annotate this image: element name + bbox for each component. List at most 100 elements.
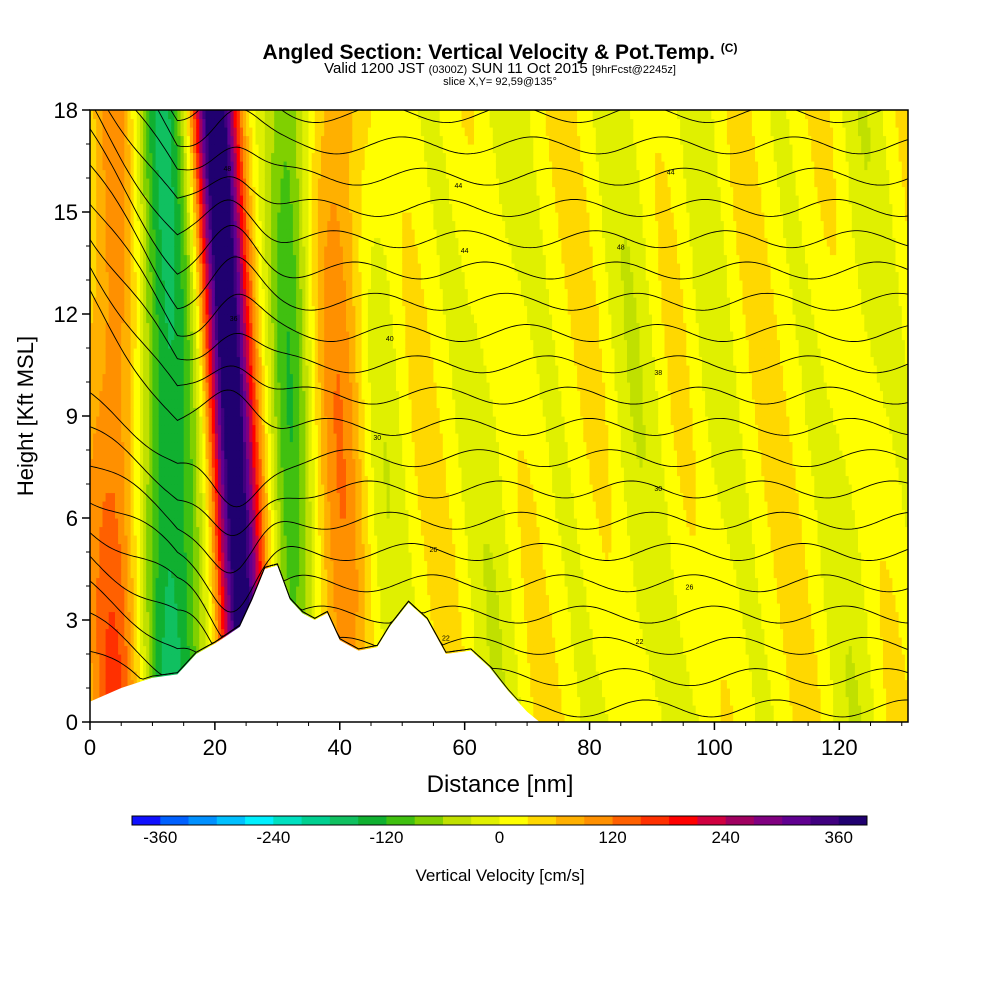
velocity-cell [96,271,100,281]
velocity-cell [236,118,241,128]
velocity-cell [193,475,197,485]
velocity-cell [136,263,141,273]
velocity-cell [236,492,241,502]
velocity-cell [133,271,138,281]
velocity-cell [90,509,94,519]
velocity-cell [140,356,144,366]
velocity-cell [133,526,138,536]
velocity-cell [161,356,166,366]
velocity-cell [155,399,160,409]
velocity-cell [152,433,157,443]
velocity-cell [133,203,138,213]
velocity-cell [143,339,147,349]
velocity-cell [127,373,132,383]
velocity-cell [96,543,100,553]
velocity-cell [193,212,197,222]
velocity-cell [180,220,185,230]
velocity-cell [93,203,97,213]
velocity-cell [105,118,110,128]
velocity-cell [105,458,110,468]
velocity-cell [90,467,94,477]
velocity-cell [158,441,163,451]
velocity-cell [236,577,241,587]
velocity-cell [127,416,132,426]
velocity-cell [111,288,116,298]
velocity-cell [111,356,116,366]
velocity-cell [193,237,197,247]
velocity-cell [136,356,141,366]
velocity-cell [124,637,128,647]
velocity-cell [208,620,213,630]
velocity-cell [99,628,104,638]
velocity-cell [292,552,297,562]
velocity-cell [130,560,135,570]
velocity-cell [96,314,100,324]
velocity-cell [108,356,113,366]
velocity-cell [155,628,160,638]
velocity-cell [146,280,150,290]
velocity-cell [292,475,297,485]
velocity-cell [111,628,116,638]
velocity-cell [146,399,150,409]
velocity-cell [130,458,135,468]
velocity-cell [221,424,225,434]
velocity-cell [249,416,253,426]
velocity-cell [292,203,297,213]
velocity-cell [180,229,185,239]
velocity-cell [115,569,119,579]
velocity-cell [146,645,150,655]
velocity-cell [152,628,157,638]
velocity-cell [105,246,110,256]
velocity-cell [127,603,132,613]
velocity-cell [102,246,107,256]
velocity-cell [93,348,97,358]
velocity-cell [102,127,107,137]
velocity-cell [90,518,94,528]
velocity-cell [155,433,160,443]
velocity-cell [93,518,97,528]
chart-title-main: Angled Section: Vertical Velocity & Pot.… [262,41,715,64]
velocity-cell [180,475,185,485]
velocity-cell [115,254,119,264]
velocity-cell [158,288,163,298]
velocity-cell [118,399,122,409]
velocity-cell [136,237,141,247]
velocity-cell [208,195,213,205]
velocity-cell [111,475,116,485]
velocity-cell [105,688,110,698]
velocity-cell [133,237,138,247]
velocity-cell [292,152,297,162]
velocity-cell [152,203,157,213]
velocity-cell [155,611,160,621]
velocity-cell [155,348,160,358]
velocity-cell [124,509,128,519]
velocity-cell [193,467,197,477]
velocity-cell [93,365,97,375]
velocity-cell [115,331,119,341]
velocity-cell [155,569,160,579]
velocity-cell [143,450,147,460]
velocity-cell [221,237,225,247]
velocity-cell [236,586,241,596]
velocity-cell [152,186,157,196]
velocity-cell [143,288,147,298]
velocity-cell [133,178,138,188]
velocity-cell [127,620,132,630]
velocity-cell [146,314,150,324]
velocity-cell [93,688,97,698]
velocity-cell [130,118,135,128]
velocity-cell [108,654,113,664]
velocity-cell [108,586,113,596]
velocity-cell [208,118,213,128]
velocity-cell [115,662,119,672]
velocity-cell [149,526,153,536]
velocity-cell [121,118,125,128]
velocity-cell [96,526,100,536]
velocity-cell [249,450,253,460]
velocity-cell [155,501,160,511]
velocity-cell [124,407,128,417]
velocity-cell [105,535,110,545]
velocity-cell [105,560,110,570]
velocity-cell [264,433,269,443]
velocity-cell [90,305,94,315]
